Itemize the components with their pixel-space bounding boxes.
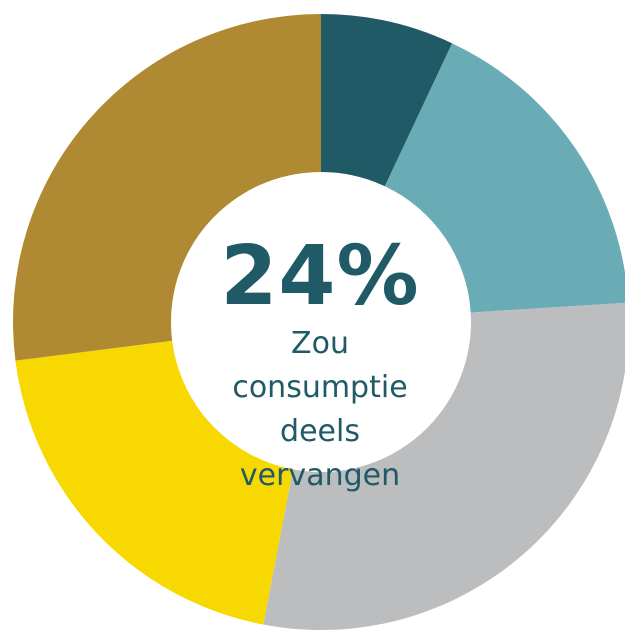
donut-segment: [15, 340, 293, 625]
center-text: Zou consumptie deels vervangen: [232, 326, 408, 493]
center-value: 24%: [220, 229, 420, 324]
center-label: 24% Zou consumptie deels vervangen: [175, 232, 465, 498]
donut-segment: [263, 302, 625, 630]
donut-segment: [12, 14, 321, 361]
donut-segment: [384, 43, 625, 313]
donut-segment: [321, 14, 453, 187]
